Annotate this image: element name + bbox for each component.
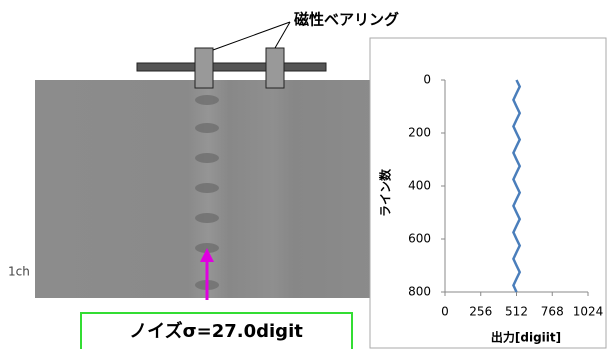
y-tick-label: 800 <box>408 285 431 299</box>
x-tick-label: 512 <box>505 305 528 319</box>
chart-panel <box>370 38 606 348</box>
y-tick-label: 600 <box>408 232 431 246</box>
bearing-label: 磁性ベアリング <box>294 11 399 29</box>
y-tick-label: 0 <box>423 73 431 87</box>
bearing-diagram <box>137 22 326 88</box>
y-tick-label: 400 <box>408 179 431 193</box>
y-tick-label: 200 <box>408 126 431 140</box>
channel-label: 1ch <box>8 265 30 279</box>
y-axis-label: ライン数 <box>378 168 393 217</box>
x-tick-label: 1024 <box>573 305 604 319</box>
figure: 磁性ベアリング 1ch ノイズσ=27.0digit ライン数 出力[digii… <box>0 0 609 349</box>
x-axis-label: 出力[digiit] <box>491 330 561 345</box>
x-tick-label: 256 <box>469 305 492 319</box>
x-tick-label: 768 <box>541 305 564 319</box>
noise-label: ノイズσ=27.0digit <box>129 320 303 342</box>
x-tick-label: 0 <box>441 305 449 319</box>
